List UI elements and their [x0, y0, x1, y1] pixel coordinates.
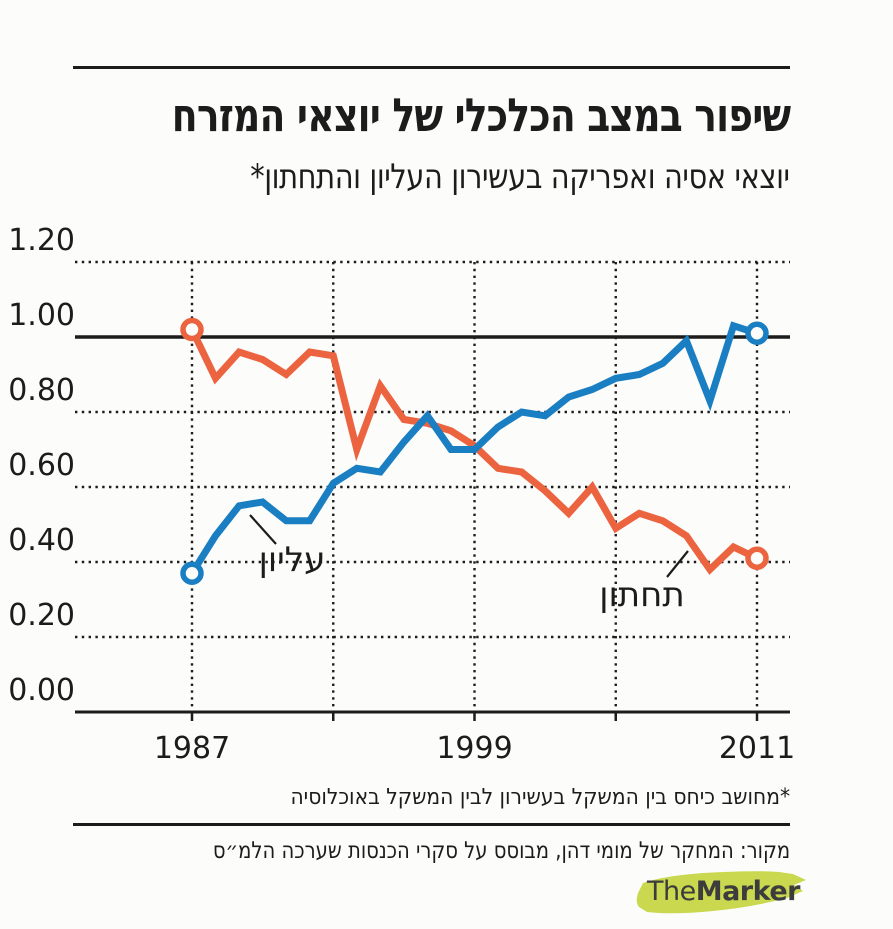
series-endpoint-marker-0 [745, 546, 769, 570]
logo-text-the: The [647, 876, 696, 907]
annotation-label: עליון [259, 540, 326, 580]
marker-swash-icon [636, 871, 806, 914]
source-line: מקור: המחקר של מומי דהן, מבוסס על סקרי ה… [212, 838, 790, 864]
y-tick-label: 0.80 [8, 373, 75, 408]
marker-swash [636, 871, 806, 914]
series-line-0 [188, 327, 759, 575]
page-subtitle: יוצאי אסיה ואפריקה בעשירון העליון והתחתו… [250, 157, 791, 197]
series-line-1 [189, 321, 759, 576]
y-tick-label: 1.20 [8, 223, 75, 258]
annotation-pointer [666, 550, 689, 578]
annotation-label: תחתון [599, 575, 684, 615]
y-tick-label: 0.40 [8, 523, 75, 558]
series-endpoint-marker-1 [745, 321, 769, 345]
page-title: שיפור במצב הכלכלי של יוצאי המזרח [171, 88, 790, 142]
series-endpoint-marker-0 [180, 317, 204, 342]
annotation-pointer [249, 514, 277, 545]
y-tick-label: 0.20 [8, 598, 75, 633]
y-tick-label: 1.00 [8, 298, 75, 333]
y-tick-label: 0.60 [8, 448, 75, 483]
x-tick-label: 1999 [436, 731, 512, 766]
logo-text-marker: Marker [695, 876, 801, 907]
themarker-logo: TheMarker [633, 868, 809, 920]
mid-rule [73, 823, 790, 826]
y-tick-label: 0.00 [8, 673, 75, 708]
series-endpoint-marker-1 [180, 561, 204, 585]
footnote: *מחושב כיחס בין המשקל בעשירון לבין המשקל… [290, 785, 790, 810]
x-tick-label: 1987 [154, 731, 230, 766]
x-tick-label: 2011 [719, 731, 795, 766]
logo-text: TheMarker [647, 876, 801, 907]
top-rule [73, 66, 790, 69]
